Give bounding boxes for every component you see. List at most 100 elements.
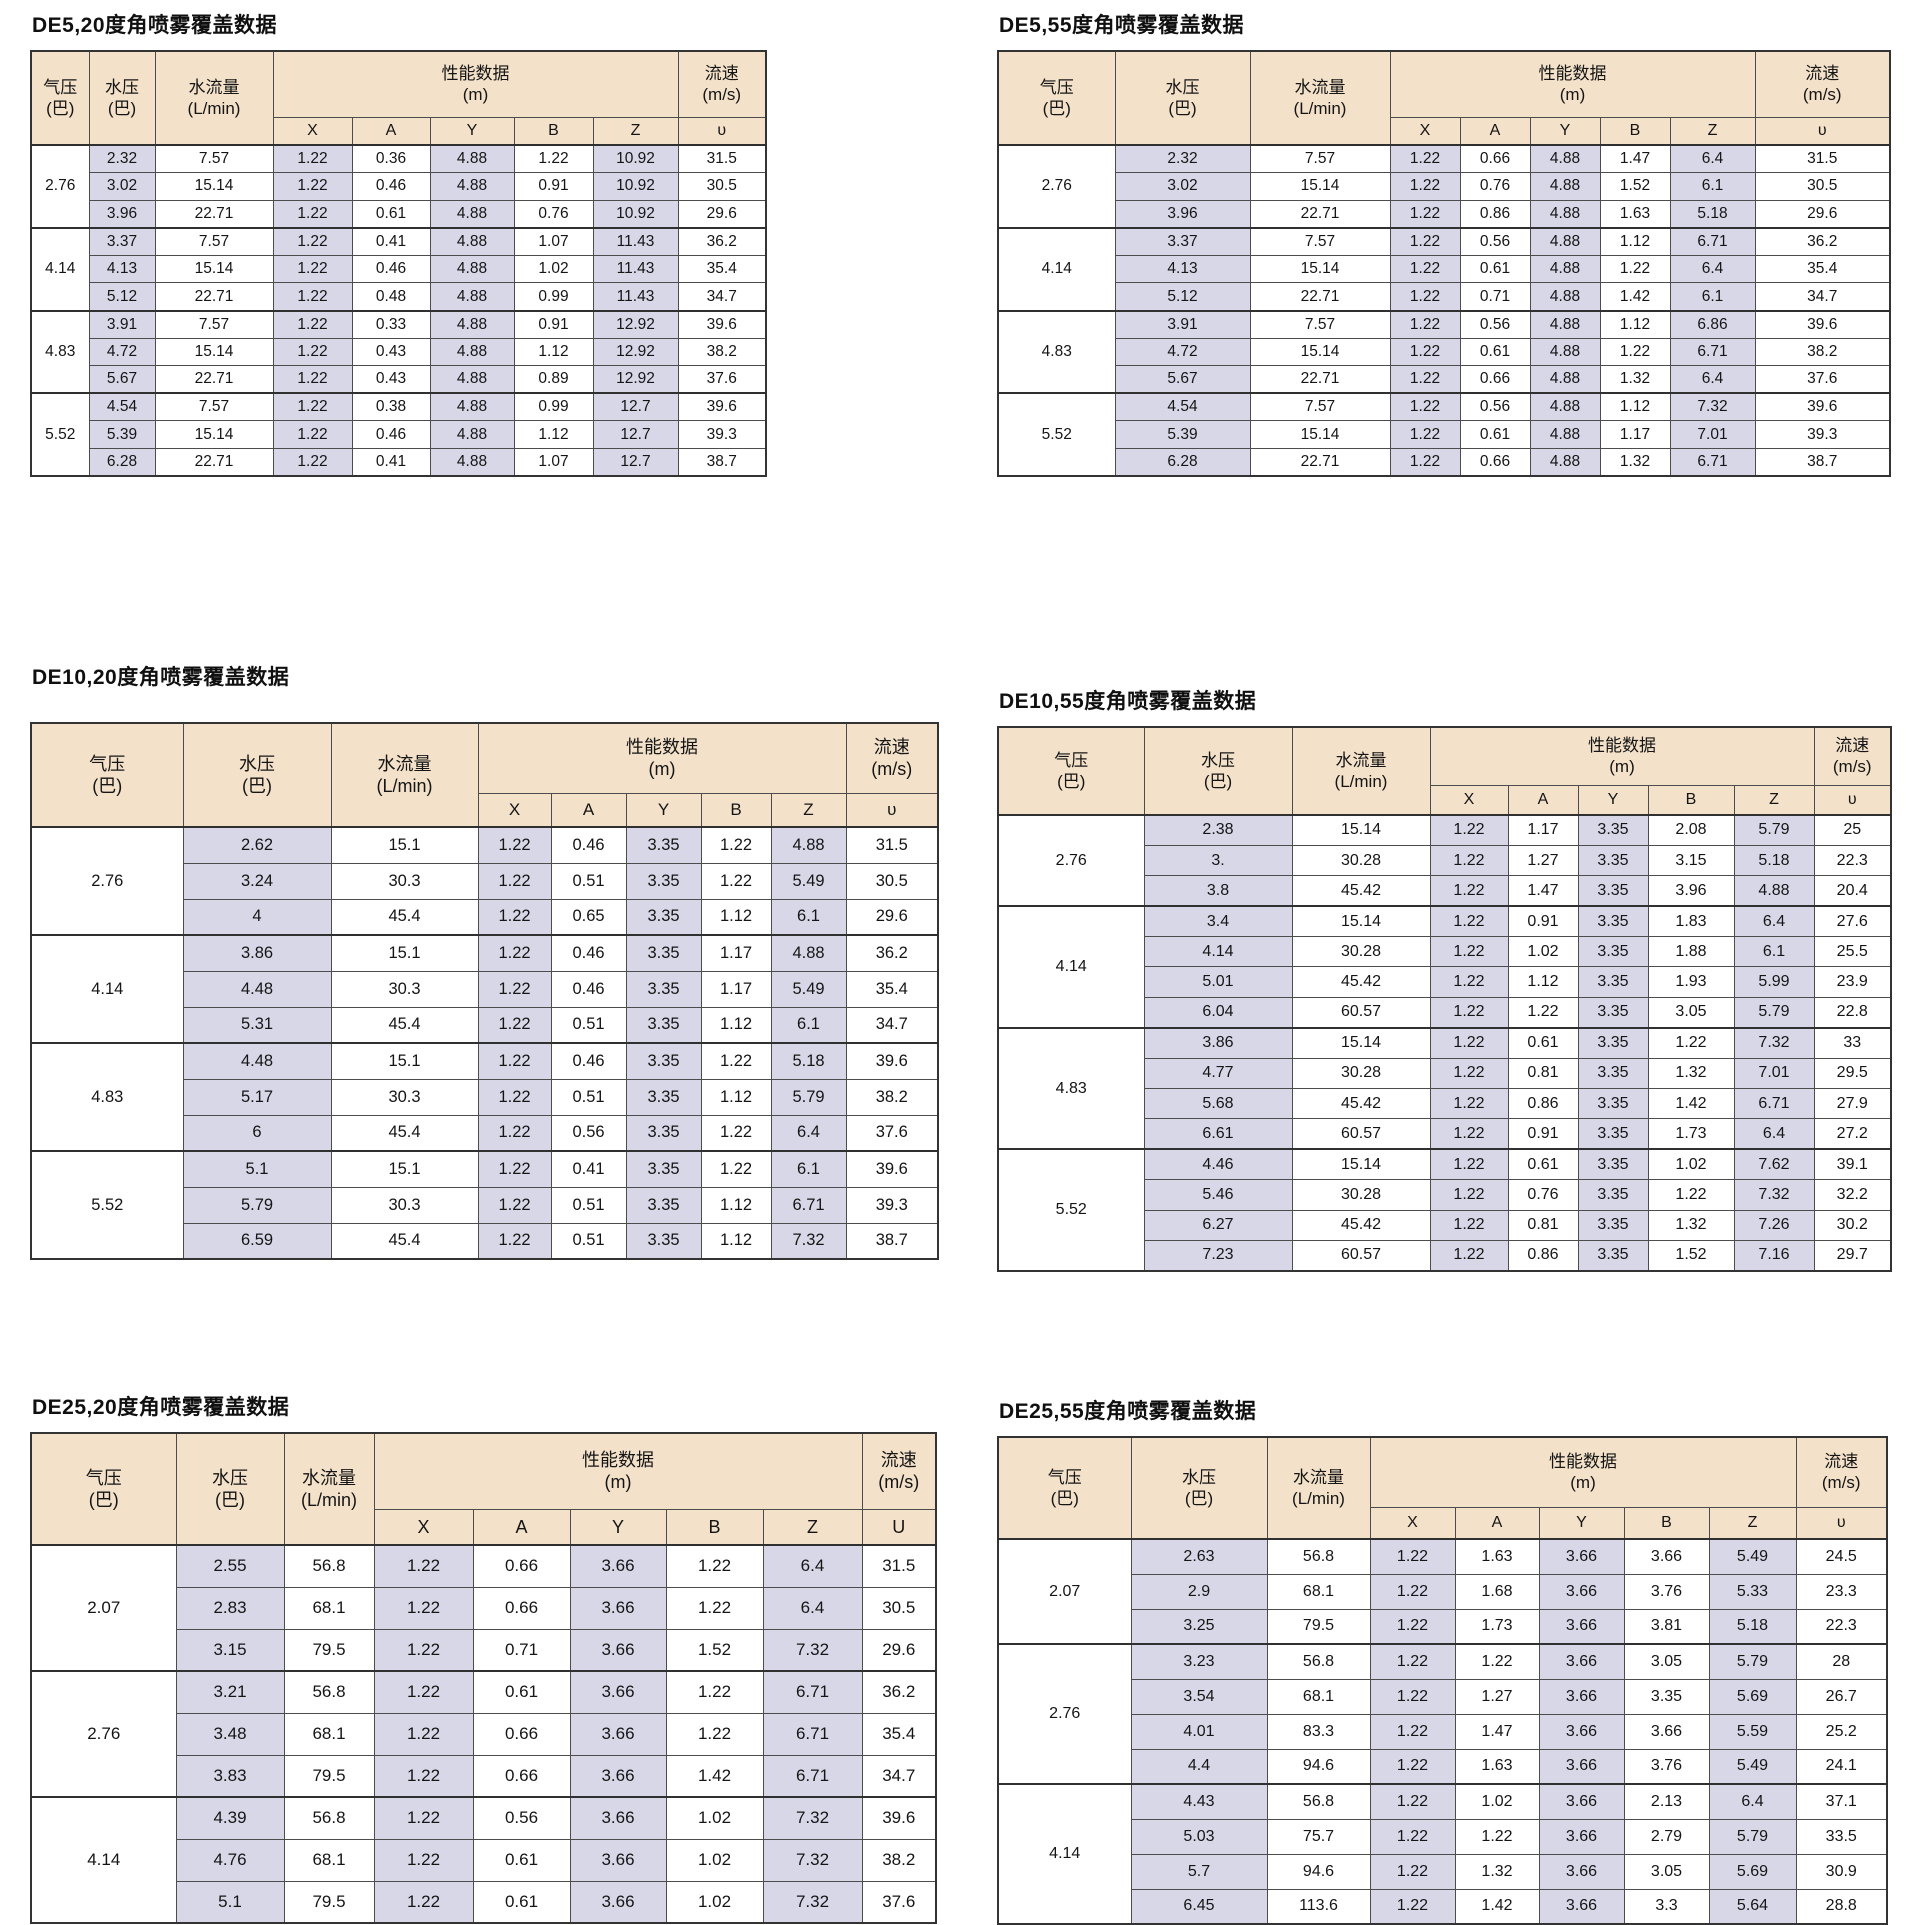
cell-z: 5.18 <box>770 1042 847 1080</box>
cell-x: 1.22 <box>272 420 353 450</box>
cell-water-flow: 79.5 <box>283 1880 375 1924</box>
cell-air-pressure: 4.14 <box>30 1796 177 1924</box>
cell-z: 6.86 <box>1669 309 1756 339</box>
cell-x: 1.22 <box>1429 1118 1509 1150</box>
cell-x: 1.22 <box>1389 392 1461 422</box>
cell-y: 4.88 <box>1529 144 1601 174</box>
cell-a: 1.32 <box>1454 1853 1540 1890</box>
cell-water-pressure: 4.72 <box>1114 337 1251 367</box>
cell-x: 1.22 <box>272 448 353 477</box>
header-water-flow: 水流量 (L/min) <box>154 50 274 146</box>
cell-a: 0.81 <box>1507 1209 1579 1241</box>
table-row: 4.77 30.28 1.22 0.81 3.35 1.32 7.01 29.5 <box>998 1057 1892 1090</box>
table-row: 3.83 79.5 1.22 0.66 3.66 1.42 6.71 34.7 <box>31 1754 937 1798</box>
cell-water-flow: 22.71 <box>1249 448 1391 477</box>
cell-z: 5.79 <box>1708 1643 1797 1680</box>
cell-b: 3.35 <box>1623 1678 1710 1715</box>
header-air-pressure: 气压 (巴) <box>997 50 1116 146</box>
cell-a: 0.61 <box>472 1670 571 1714</box>
cell-velocity: 25.5 <box>1813 936 1892 968</box>
subheader-y: Y <box>1529 116 1601 146</box>
spray-coverage-table-de5-20deg: 气压 (巴) 水压 (巴) 水流量 (L/min) 性能数据 (m) 流速 (m/s) X… <box>30 50 767 478</box>
cell-x: 1.22 <box>477 1186 552 1224</box>
cell-velocity: 39.6 <box>845 1150 939 1188</box>
cell-b: 1.22 <box>700 826 772 864</box>
cell-b: 1.93 <box>1647 966 1735 998</box>
cell-velocity: 38.7 <box>845 1222 939 1260</box>
cell-x: 1.22 <box>272 144 353 174</box>
cell-z: 4.88 <box>1733 875 1815 907</box>
cell-water-flow: 22.71 <box>154 282 274 312</box>
cell-water-flow: 30.3 <box>330 1186 479 1224</box>
cell-a: 0.43 <box>351 365 431 394</box>
cell-z: 6.71 <box>1669 448 1756 477</box>
cell-water-pressure: 6 <box>182 1114 332 1152</box>
cell-velocity: 27.9 <box>1813 1088 1892 1120</box>
cell-water-pressure: 2.83 <box>175 1586 285 1630</box>
cell-y: 3.35 <box>625 862 702 900</box>
cell-velocity: 38.2 <box>677 337 767 367</box>
cell-x: 1.22 <box>1429 936 1509 968</box>
cell-water-pressure: 4.39 <box>175 1796 285 1840</box>
cell-velocity: 39.6 <box>1754 392 1891 422</box>
cell-b: 1.22 <box>665 1712 764 1756</box>
cell-b: 2.08 <box>1647 813 1735 846</box>
cell-water-pressure: 3.25 <box>1130 1608 1268 1645</box>
cell-y: 4.88 <box>1529 254 1601 284</box>
subheader-z: Z <box>1708 1506 1797 1540</box>
cell-velocity: 32.2 <box>1813 1179 1892 1211</box>
header-velocity: 流速 (m/s) <box>861 1432 937 1510</box>
cell-x: 1.22 <box>477 1042 552 1080</box>
spray-coverage-table-de25-55deg: 气压 (巴) 水压 (巴) 水流量 (L/min) 性能数据 (m) 流速 (m/s) X… <box>997 1436 1888 1925</box>
table-row: 4.76 68.1 1.22 0.61 3.66 1.02 7.32 38.2 <box>31 1838 937 1882</box>
cell-z: 5.79 <box>1733 996 1815 1029</box>
cell-b: 1.83 <box>1647 905 1735 938</box>
cell-y: 3.35 <box>1577 996 1649 1029</box>
cell-z: 5.64 <box>1708 1888 1797 1925</box>
table-row: 5.12 22.71 1.22 0.71 4.88 1.42 6.1 34.7 <box>998 282 1891 312</box>
cell-x: 1.22 <box>1389 337 1461 367</box>
header-performance: 性能数据 (m) <box>1429 726 1815 786</box>
cell-velocity: 39.6 <box>861 1796 937 1840</box>
cell-water-pressure: 6.04 <box>1143 996 1293 1029</box>
cell-water-flow: 56.8 <box>283 1670 375 1714</box>
cell-velocity: 36.2 <box>861 1670 937 1714</box>
cell-a: 0.61 <box>351 199 431 229</box>
table-row: 2.07 2.63 56.8 1.22 1.63 3.66 3.66 5.49 24.5 <box>997 1538 1888 1645</box>
cell-water-pressure: 3.24 <box>182 862 332 900</box>
cell-water-pressure: 6.27 <box>1143 1209 1293 1241</box>
cell-z: 5.33 <box>1708 1573 1797 1610</box>
cell-water-pressure: 5.79 <box>182 1186 332 1224</box>
cell-velocity: 31.5 <box>1754 144 1891 174</box>
cell-y: 4.88 <box>429 254 515 284</box>
cell-z: 6.71 <box>1669 337 1756 367</box>
table-row: 5.17 30.3 1.22 0.51 3.35 1.12 5.79 38.2 <box>31 1078 939 1116</box>
cell-water-pressure: 3.4 <box>1143 905 1293 938</box>
header-velocity: 流速 (m/s) <box>845 722 939 794</box>
subheader-b: B <box>700 792 772 828</box>
table-row: 5.46 30.28 1.22 0.76 3.35 1.22 7.32 32.2 <box>998 1179 1892 1211</box>
subheader-z: Z <box>592 116 679 146</box>
cell-water-pressure: 3.91 <box>88 309 156 339</box>
cell-water-pressure: 5.01 <box>1143 966 1293 998</box>
header-air-pressure: 气压 (巴) <box>997 726 1145 816</box>
cell-a: 0.43 <box>351 337 431 367</box>
cell-b: 1.22 <box>700 1150 772 1188</box>
subheader-a: A <box>550 792 627 828</box>
header-air-pressure: 气压 (巴) <box>30 722 184 828</box>
table-row: 7.23 60.57 1.22 0.86 3.35 1.52 7.16 29.7 <box>998 1239 1892 1272</box>
cell-y: 4.88 <box>1529 172 1601 201</box>
cell-x: 1.22 <box>1429 875 1509 907</box>
cell-water-flow: 56.8 <box>1266 1783 1371 1820</box>
cell-a: 0.46 <box>351 254 431 284</box>
cell-water-pressure: 2.55 <box>175 1544 285 1588</box>
cell-b: 1.17 <box>1599 420 1671 450</box>
table-row: 5.52 4.46 15.14 1.22 0.61 3.35 1.02 7.62 39.1 <box>997 1148 1892 1272</box>
header-water-flow: 水流量 (L/min) <box>1249 50 1391 146</box>
cell-velocity: 38.2 <box>1754 337 1891 367</box>
cell-y: 3.35 <box>1577 1179 1649 1211</box>
table-row: 4.48 30.3 1.22 0.46 3.35 1.17 5.49 35.4 <box>31 970 939 1008</box>
cell-z: 6.4 <box>1708 1783 1797 1820</box>
cell-air-pressure: 5.52 <box>997 392 1116 477</box>
cell-z: 6.71 <box>770 1186 847 1224</box>
